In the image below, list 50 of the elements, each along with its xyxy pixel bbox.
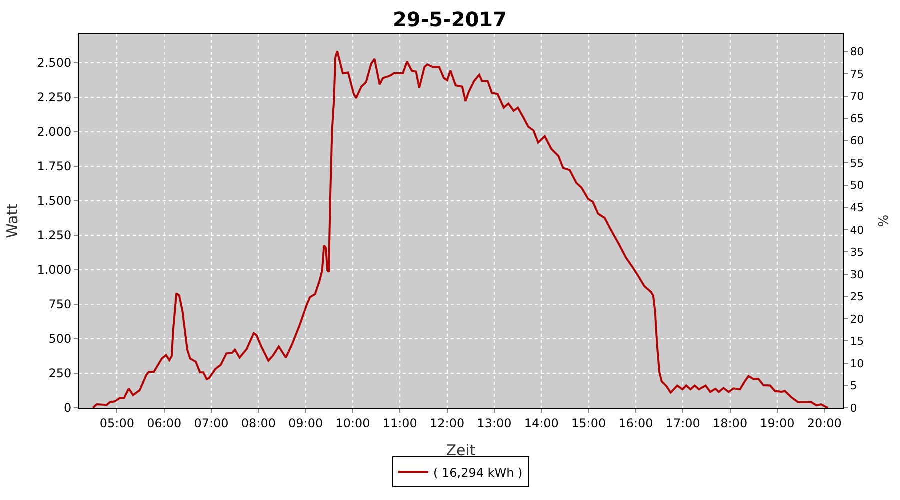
x-tick-label: 16:00 [618,416,654,430]
x-tick-label: 13:00 [477,416,512,430]
x-tick-label: 14:00 [524,416,559,430]
y-tick-label: 250 [48,366,72,381]
y-tick-label: 0 [64,401,72,416]
x-tick-label: 18:00 [712,416,748,430]
x-tick-label: 08:00 [241,416,276,430]
x-axis-title: Zeit [446,441,476,460]
y2-tick-label: 70 [850,90,864,104]
x-tick-label: 12:00 [430,416,465,430]
y2-tick-label: 5 [850,380,858,393]
x-tick-label: 07:00 [194,416,229,430]
y2-tick-label: 10 [850,357,864,370]
y2-tick-label: 80 [850,46,864,59]
y2-tick-label: 60 [850,134,864,148]
y-tick-label: 2.000 [37,125,72,140]
y-tick-label: 1.250 [37,228,72,243]
x-tick-label: 20:00 [807,416,842,430]
x-tick-label: 06:00 [147,416,182,430]
chart-title: 29-5-2017 [392,8,508,32]
y2-tick-label: 35 [850,246,864,260]
x-tick-label: 05:00 [100,416,134,430]
x-tick-label: 17:00 [666,416,700,430]
y-axis-title: Watt [3,203,22,238]
y2-tick-label: 75 [850,68,864,81]
y-tick-label: 1.500 [37,194,72,208]
y2-tick-label: 50 [850,179,864,192]
y2-tick-label: 20 [850,312,864,326]
x-tick-label: 10:00 [336,416,370,430]
line-series [92,50,829,408]
y2-axis-title: % [876,214,892,228]
y2-tick-label: 55 [850,156,864,170]
x-tick-label: 19:00 [760,416,795,430]
y2-tick-label: 15 [850,335,864,348]
y2-tick-label: 45 [850,201,864,214]
y2-tick-label: 30 [850,268,864,282]
y-tick-label: 500 [48,332,72,346]
y2-tick-label: 65 [850,112,864,126]
legend-label: ( 16,294 kWh ) [434,466,523,480]
y2-tick-label: 40 [850,224,864,237]
y-tick-label: 2.500 [37,56,72,70]
x-tick-label: 09:00 [288,416,324,430]
y-tick-label: 750 [48,298,72,312]
x-tick-label: 15:00 [572,416,606,430]
y-tick-label: 1.750 [37,160,72,174]
y-tick-label: 2.250 [37,90,72,105]
x-tick-label: 11:00 [382,416,418,430]
y2-tick-label: 0 [850,402,858,415]
y-tick-label: 1.000 [37,263,72,278]
y2-tick-label: 25 [850,290,864,304]
